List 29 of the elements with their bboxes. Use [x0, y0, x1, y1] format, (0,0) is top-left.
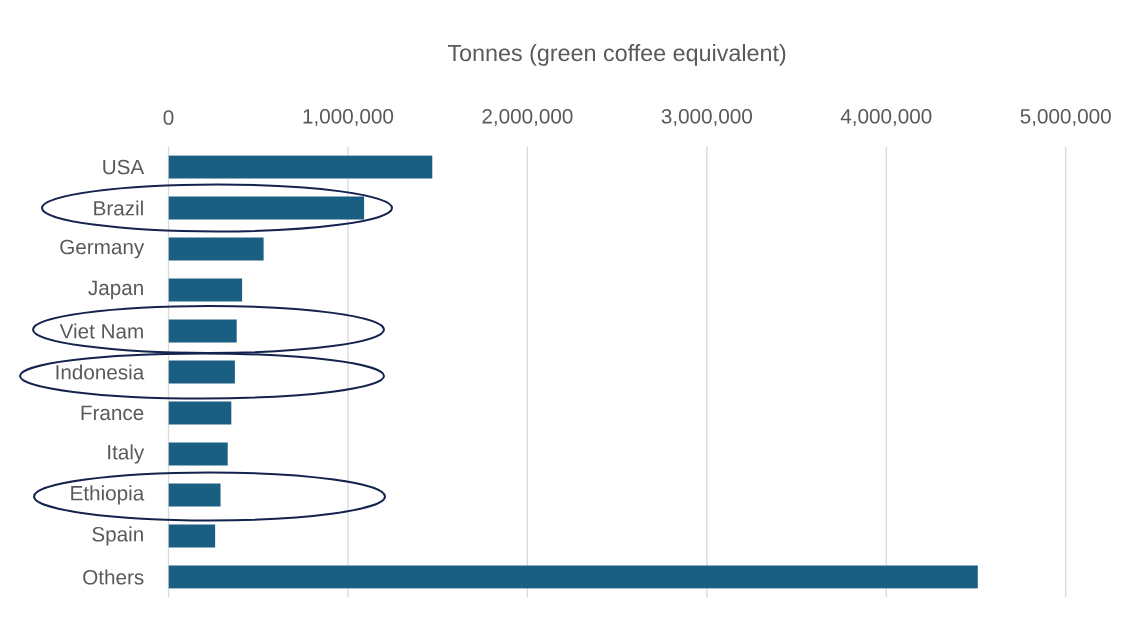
x-tick-label: 3,000,000 — [661, 108, 752, 127]
x-tick-label: 2,000,000 — [482, 108, 573, 127]
bar — [168, 360, 235, 384]
bar — [168, 401, 232, 425]
x-axis-title: Tonnes (green coffee equivalent) — [447, 44, 786, 66]
y-tick-label: USA — [103, 159, 145, 175]
y-tick-label: Italy — [108, 444, 145, 464]
bar — [168, 565, 978, 589]
y-tick-label: Viet Nam — [59, 323, 143, 339]
bar — [168, 155, 433, 179]
y-tick-label: France — [81, 405, 144, 421]
bar — [168, 196, 365, 220]
x-tick-label: 4,000,000 — [840, 108, 932, 127]
bar — [168, 483, 221, 507]
y-tick-label: Ethiopia — [71, 485, 145, 505]
y-tick-label: Japan — [88, 280, 143, 300]
bar — [168, 524, 216, 548]
y-tick-label: Brazil — [94, 200, 143, 216]
bar — [168, 237, 264, 261]
bar — [168, 278, 243, 302]
x-tick-label: 5,000,000 — [1020, 108, 1111, 127]
bar — [168, 319, 237, 343]
x-tick-label: 1,000,000 — [303, 108, 394, 127]
y-tick-label: Indonesia — [56, 364, 145, 380]
y-tick-label: Others — [83, 569, 144, 585]
bar — [168, 442, 228, 466]
x-tick-label: 0 — [163, 110, 174, 125]
y-tick-label: Germany — [60, 239, 145, 259]
y-tick-label: Spain — [92, 526, 143, 546]
